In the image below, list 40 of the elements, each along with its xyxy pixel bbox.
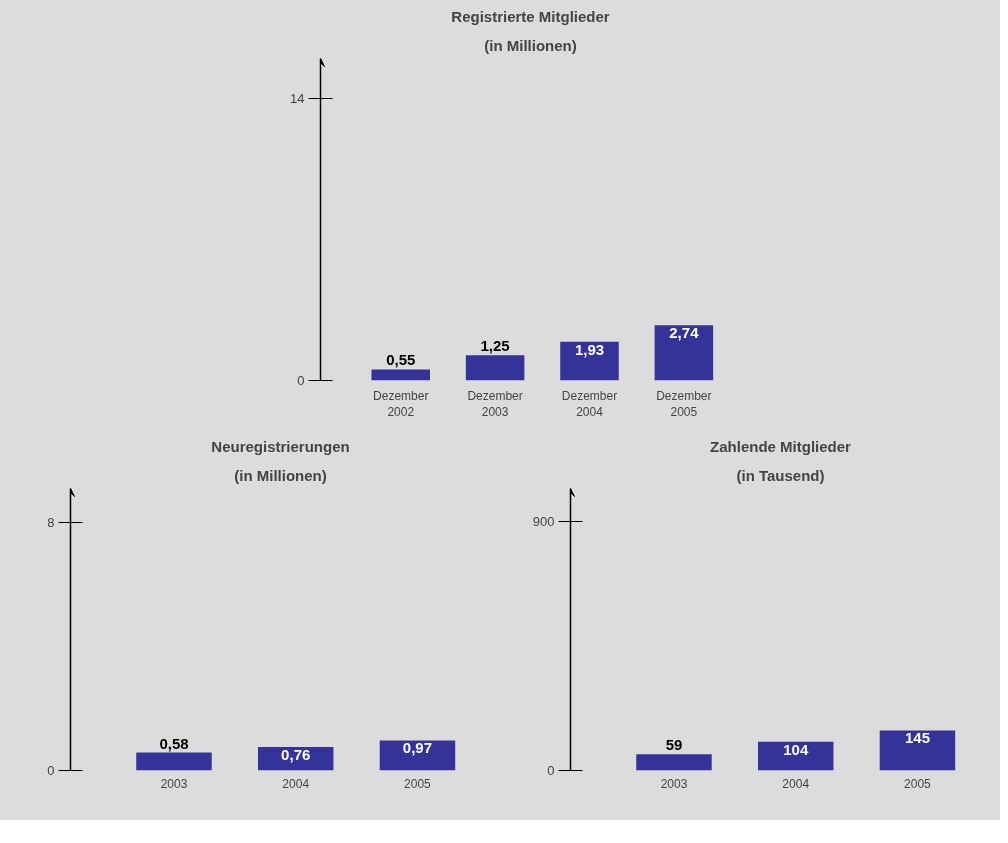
data-label: 59 — [665, 736, 683, 754]
y-tick-label: 14 — [290, 91, 305, 107]
x-tick-label: 2005 — [904, 776, 932, 791]
bar — [636, 754, 712, 771]
chart-subtitle: (in Millionen) — [484, 36, 577, 54]
y-tick-label: 0 — [547, 763, 555, 778]
x-tick-label: 2005 — [404, 776, 432, 791]
x-tick-label: Dezember 2003 — [467, 388, 523, 420]
x-tick-label: 2004 — [782, 776, 810, 791]
data-label: 1,93 — [574, 340, 605, 358]
bar — [379, 740, 456, 771]
data-label: 0,97 — [402, 739, 433, 757]
y-tick-label: 0 — [297, 373, 305, 388]
bar — [560, 341, 619, 381]
x-tick-label: 2004 — [282, 776, 310, 791]
bar — [371, 369, 430, 381]
data-label: 0,76 — [281, 745, 311, 763]
bar — [136, 752, 212, 771]
x-tick-label: 2003 — [660, 776, 688, 791]
x-tick-label: 2003 — [160, 776, 188, 791]
bar — [654, 325, 714, 381]
x-tick-label: Dezember 2004 — [561, 388, 618, 420]
data-label: 145 — [904, 729, 930, 747]
bar — [465, 355, 525, 381]
chart-subtitle: (in Millionen) — [234, 466, 327, 484]
y-tick-label: 900 — [532, 514, 555, 530]
y-tick-label: 0 — [47, 763, 55, 778]
bar — [879, 730, 956, 771]
x-tick-label: Dezember 2002 — [373, 388, 429, 420]
y-tick-label: 8 — [47, 515, 55, 531]
x-tick-label: Dezember 2005 — [656, 388, 712, 420]
data-label: 2,74 — [669, 324, 700, 342]
data-label: 0,55 — [386, 351, 416, 369]
chart-title: Neuregistrierungen — [211, 437, 350, 455]
data-label: 104 — [783, 740, 809, 758]
data-label: 1,25 — [480, 337, 510, 355]
chart-subtitle: (in Tausend) — [736, 466, 825, 484]
data-label: 0,58 — [159, 734, 189, 752]
chart-title: Zahlende Mitglieder — [710, 437, 852, 455]
chart-title: Registrierte Mitglieder — [451, 7, 610, 25]
